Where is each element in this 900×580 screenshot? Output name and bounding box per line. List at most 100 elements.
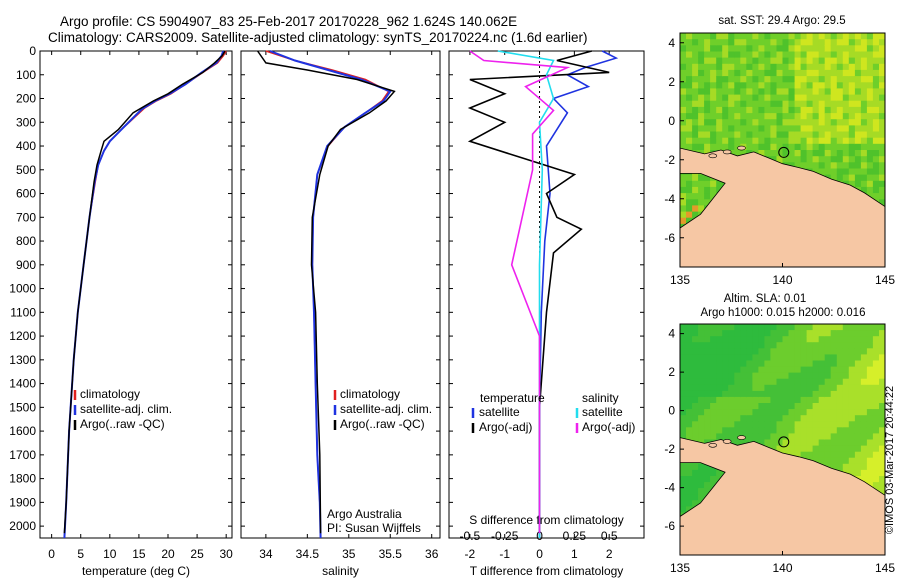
map-cell	[860, 421, 868, 428]
map-cell	[746, 421, 753, 428]
map-cell	[686, 113, 693, 120]
map-cell	[764, 354, 771, 362]
map-cell	[848, 106, 856, 114]
map-cell	[812, 113, 820, 120]
map-cell	[740, 63, 747, 71]
map-cell	[686, 330, 693, 337]
y-tick-label: 1300	[9, 353, 36, 367]
map-cell	[722, 372, 729, 380]
map-cell	[836, 131, 844, 139]
map-cell	[824, 427, 832, 434]
map-cell	[854, 342, 862, 349]
map-cell	[836, 336, 844, 343]
map-cell	[800, 390, 808, 398]
map-cell	[879, 445, 885, 453]
map-cell	[788, 150, 796, 157]
y-tick-label: 1000	[9, 282, 36, 296]
map-cell	[794, 427, 802, 434]
map-cell	[794, 354, 802, 362]
map-cell	[848, 433, 856, 441]
map-cell	[866, 445, 874, 453]
map-cell	[842, 57, 850, 65]
map-cell	[812, 51, 820, 59]
map-cell	[704, 174, 711, 182]
map-cell	[788, 45, 796, 53]
map-cell	[734, 106, 741, 114]
map-cell	[782, 396, 790, 404]
map-cell	[734, 94, 741, 102]
map-cell	[758, 125, 765, 133]
map-cell	[722, 384, 729, 392]
x-tick-label: 15	[132, 547, 146, 561]
map-cell	[842, 324, 850, 331]
map-cell	[782, 360, 790, 368]
map-cell	[818, 143, 826, 151]
map-cell	[824, 63, 832, 71]
map-cell	[698, 143, 705, 151]
map-cell	[764, 113, 771, 120]
map-cell	[830, 69, 838, 77]
map-cell	[764, 57, 771, 65]
map-cell	[788, 372, 796, 380]
map-cell	[734, 57, 741, 65]
map-cell	[686, 488, 693, 495]
map-cell	[794, 372, 802, 380]
map-cell	[680, 433, 687, 441]
map-cell	[692, 88, 699, 96]
map-cell	[764, 150, 771, 157]
map-cell	[854, 445, 862, 453]
map-cell	[824, 57, 832, 65]
map-cell	[800, 94, 808, 102]
map-cell	[879, 69, 885, 77]
map-cell	[836, 421, 844, 428]
map-cell	[848, 457, 856, 465]
map-cell	[830, 137, 838, 145]
map-cell	[776, 433, 784, 441]
map-cell	[800, 63, 808, 71]
map-cell	[680, 211, 687, 219]
island	[708, 442, 718, 448]
map-cell	[710, 76, 717, 83]
map-cell	[728, 354, 735, 362]
map-cell	[830, 100, 838, 108]
y-tick-label: 1700	[9, 448, 36, 462]
map-cell	[842, 409, 850, 416]
map-cell	[812, 150, 820, 157]
map-cell	[746, 82, 753, 90]
map-cell	[818, 137, 826, 145]
map-cell	[830, 39, 838, 46]
map-cell	[860, 403, 868, 410]
map-cell	[860, 51, 868, 59]
map-cell	[866, 476, 874, 483]
map-cell	[812, 69, 820, 77]
map-cell	[740, 403, 747, 410]
map-y-tick-label: 0	[668, 114, 675, 128]
series-line-temperature-1	[467, 50, 610, 534]
map-cell	[704, 186, 711, 194]
map-cell	[866, 403, 874, 410]
map-cell	[704, 199, 711, 207]
map-cell	[758, 378, 765, 386]
map-cell	[860, 125, 868, 133]
map-cell	[872, 354, 880, 362]
map-cell	[788, 88, 796, 96]
map-cell	[686, 500, 693, 507]
map-cell	[800, 445, 808, 453]
map-cell	[782, 106, 790, 114]
map-cell	[722, 342, 729, 349]
map-cell	[812, 390, 820, 398]
map-cell	[686, 100, 693, 108]
map-cell	[830, 348, 838, 355]
map-cell	[692, 33, 699, 40]
map-cell	[854, 348, 862, 355]
y-tick-label: 2000	[9, 519, 36, 533]
map-layer-sla	[680, 324, 885, 555]
map-cell	[860, 168, 868, 176]
map-cell	[758, 330, 765, 337]
map-cell	[872, 150, 880, 157]
map-cell	[842, 384, 850, 392]
map-cell	[879, 113, 885, 120]
map-cell	[734, 125, 741, 133]
map-cell	[848, 372, 856, 380]
map-cell	[746, 396, 753, 404]
